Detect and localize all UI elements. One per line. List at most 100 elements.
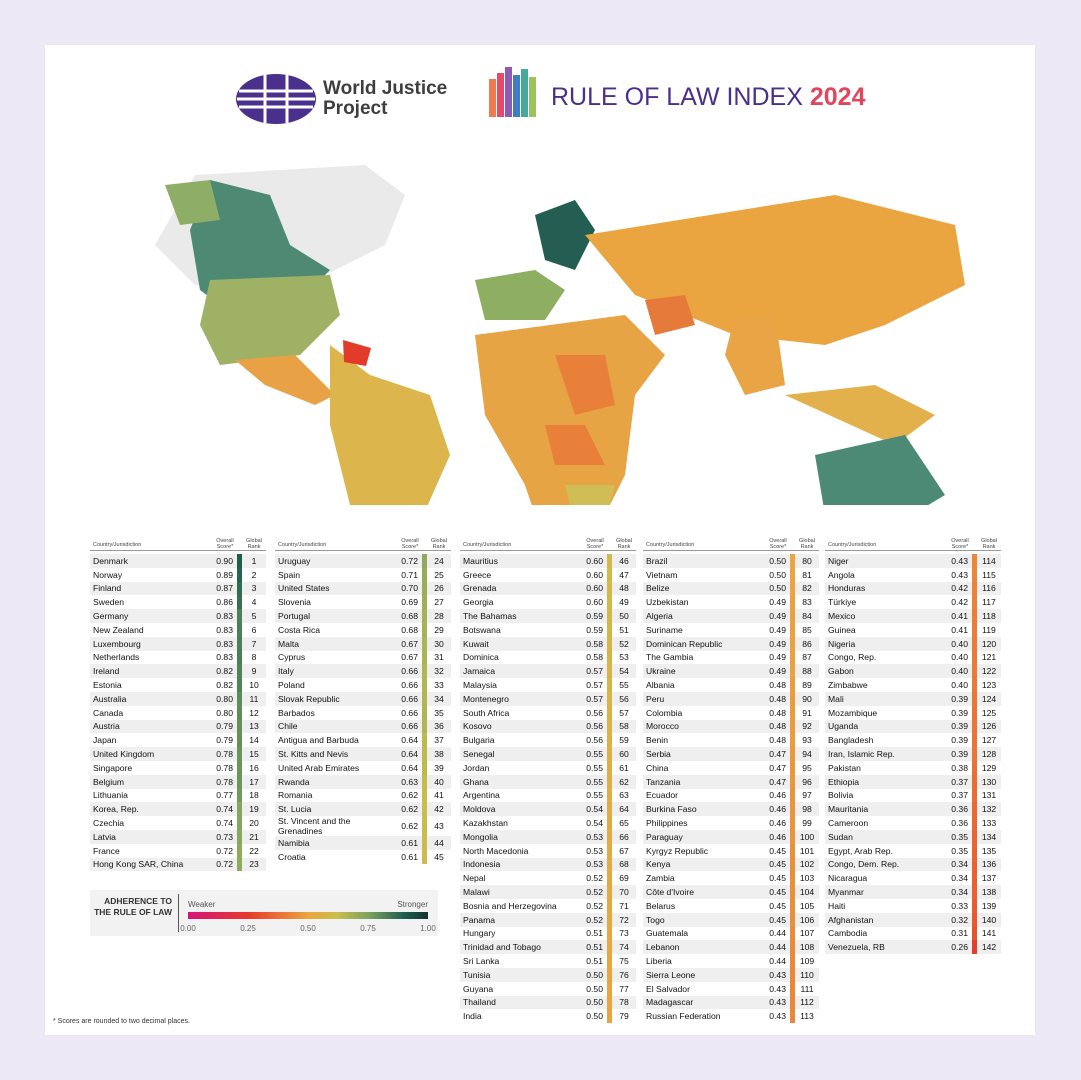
table-row: Algeria 0.49 84	[643, 609, 819, 623]
score-bar	[790, 857, 795, 872]
score-bar	[607, 733, 612, 748]
table-row: Vietnam 0.50 81	[643, 567, 819, 582]
table-row: United States 0.70 26	[275, 581, 451, 596]
score-bar	[607, 719, 612, 734]
country-name: United Kingdom	[93, 749, 155, 760]
score: 0.82	[216, 666, 233, 677]
header-score: Overall Score*	[401, 538, 419, 550]
rank: 15	[249, 749, 259, 760]
country-name: Moldova	[463, 804, 496, 815]
header-rank: Global Rank	[981, 538, 997, 550]
country-name: Honduras	[828, 583, 866, 594]
table-header: Country/Jurisdiction Overall Score* Global…	[460, 528, 636, 551]
country-name: Trinidad and Tobago	[463, 942, 541, 953]
table-row: Brazil 0.50 80	[643, 554, 819, 568]
score: 0.51	[586, 942, 603, 953]
table-row: Kuwait 0.58 52	[460, 636, 636, 651]
table-row: Belarus 0.45 105	[643, 898, 819, 913]
rank: 74	[619, 942, 629, 953]
score-bar	[237, 678, 242, 692]
country-name: Haiti	[828, 900, 846, 911]
rank: 123	[981, 680, 997, 691]
table-row: Montenegro 0.57 56	[460, 691, 636, 706]
table-row: Georgia 0.60 49	[460, 595, 636, 610]
score: 0.31	[951, 928, 968, 939]
table-row: Türkiye 0.42 117	[825, 595, 1001, 610]
score: 0.34	[951, 873, 968, 884]
country-name: Estonia	[93, 680, 122, 691]
score: 0.54	[586, 804, 603, 815]
score: 0.49	[769, 666, 786, 677]
score: 0.58	[586, 652, 603, 663]
score: 0.39	[951, 749, 968, 760]
table-row: Canada 0.80 12	[90, 705, 266, 720]
score: 0.43	[769, 1011, 786, 1022]
table-row: Zimbabwe 0.40 123	[825, 678, 1001, 692]
score-bar	[790, 843, 795, 858]
rank: 97	[802, 790, 812, 801]
country-name: Dominican Republic	[646, 638, 723, 649]
country-name: Congo, Rep.	[828, 652, 877, 663]
table-row: Venezuela, RB 0.26 142	[825, 940, 1001, 955]
table-row: Suriname 0.49 85	[643, 622, 819, 637]
rank: 100	[799, 831, 815, 842]
country-name: Montenegro	[463, 693, 509, 704]
country-name: Thailand	[463, 997, 496, 1008]
score: 0.49	[769, 624, 786, 635]
score-bar	[790, 691, 795, 706]
table-row: South Africa 0.56 57	[460, 705, 636, 720]
score: 0.48	[769, 693, 786, 704]
score-bar	[972, 609, 977, 623]
score: 0.51	[586, 928, 603, 939]
table-row: Costa Rica 0.68 29	[275, 622, 451, 637]
score: 0.35	[951, 831, 968, 842]
table-row: Denmark 0.90 1	[90, 554, 266, 568]
table-header: Country/Jurisdiction Overall Score* Global…	[643, 528, 819, 551]
rank: 77	[619, 983, 629, 994]
org-name: World Justice Project	[323, 78, 448, 119]
score-bar	[237, 636, 242, 651]
score: 0.61	[401, 851, 418, 862]
country-name: New Zealand	[93, 624, 144, 635]
rank: 8	[251, 652, 257, 663]
legend-tick-label: 1.00	[420, 924, 436, 933]
header-score: Overall Score*	[769, 538, 787, 550]
rank: 58	[619, 721, 629, 732]
country-name: Mongolia	[463, 831, 498, 842]
score: 0.55	[586, 776, 603, 787]
rank: 125	[981, 707, 997, 718]
table-column: Country/Jurisdiction Overall Score* Global…	[460, 528, 636, 1024]
table-row: Antigua and Barbuda 0.64 37	[275, 733, 451, 748]
rank: 127	[981, 735, 997, 746]
rank: 1	[251, 555, 257, 566]
score: 0.63	[401, 776, 418, 787]
country-name: Spain	[278, 569, 300, 580]
country-name: Guatemala	[646, 928, 689, 939]
score: 0.57	[586, 680, 603, 691]
score-bar	[972, 567, 977, 582]
score-bar	[237, 733, 242, 748]
rank: 25	[434, 569, 444, 580]
score: 0.66	[401, 707, 418, 718]
score-bar	[607, 816, 612, 830]
table-row: North Macedonia 0.53 67	[460, 843, 636, 858]
rank: 65	[619, 818, 629, 829]
table-row: Portugal 0.68 28	[275, 609, 451, 623]
score-bar	[972, 898, 977, 913]
rank: 129	[981, 762, 997, 773]
rank: 68	[619, 859, 629, 870]
rank: 11	[249, 693, 259, 704]
score-bar	[422, 747, 427, 761]
rank: 9	[251, 666, 257, 677]
score-bar	[972, 636, 977, 651]
score-bar	[790, 995, 795, 1010]
country-name: Nicaragua	[828, 873, 868, 884]
score-bar	[972, 581, 977, 596]
country-name: Namibia	[278, 838, 310, 849]
rank: 53	[619, 652, 629, 663]
table-row: Australia 0.80 11	[90, 691, 266, 706]
table-row: St. Vincent and the Grenadines 0.62 43	[275, 816, 451, 837]
score: 0.44	[769, 942, 786, 953]
table-row: Mozambique 0.39 125	[825, 705, 1001, 720]
table-row: Burkina Faso 0.46 98	[643, 802, 819, 817]
